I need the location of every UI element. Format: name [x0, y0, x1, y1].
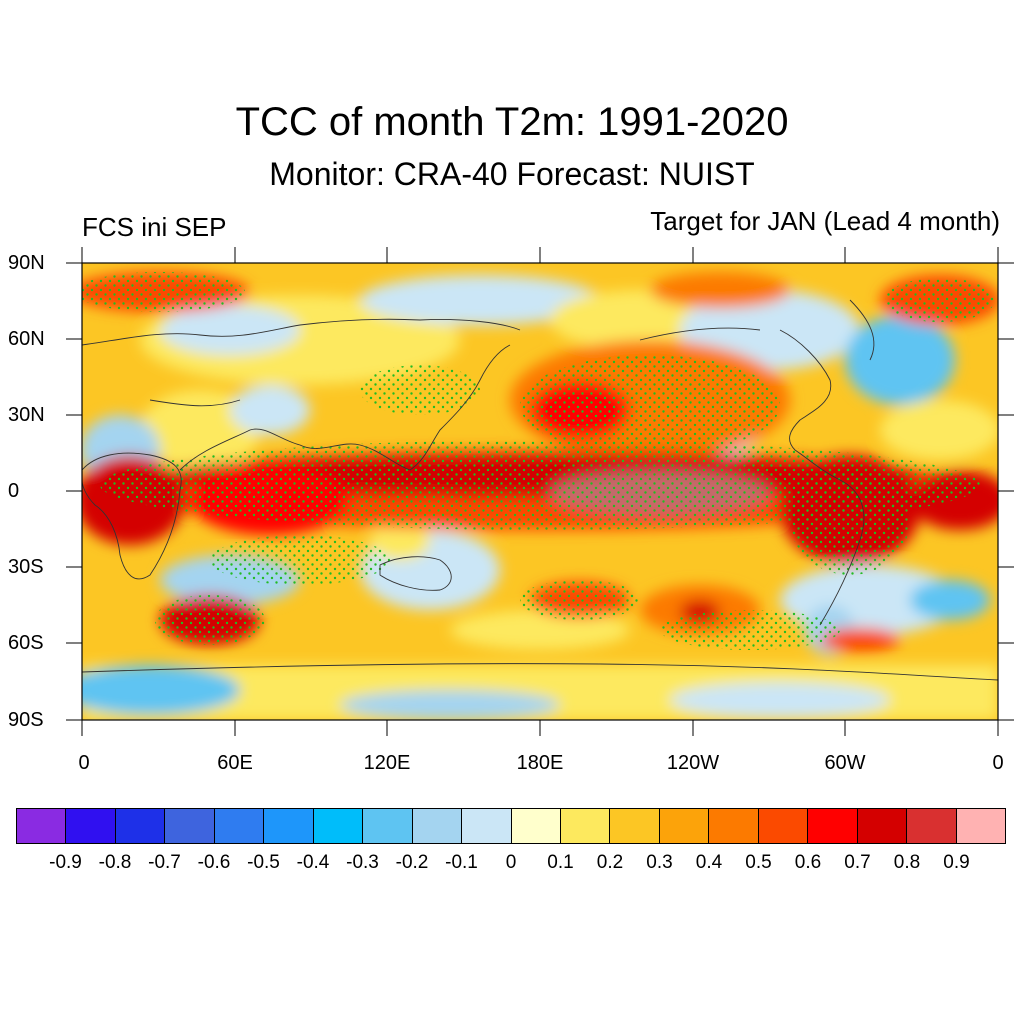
colorbar-label: 0.7: [844, 852, 871, 873]
correlation-map: [66, 247, 1014, 736]
colorbar-label: -0.5: [247, 852, 280, 873]
colorbar-swatch: [264, 809, 314, 843]
y-tick-label: 60S: [8, 632, 44, 654]
x-tick-label: 60W: [824, 752, 866, 774]
colorbar-swatch: [462, 809, 512, 843]
colorbar-label: -0.8: [98, 852, 132, 873]
colorbar-label: 0.8: [893, 852, 921, 873]
map-field: [82, 263, 998, 720]
colorbar-swatch: [857, 809, 908, 843]
y-tick-label: 60N: [8, 328, 45, 350]
colorbar-swatch: [363, 809, 413, 843]
significance-stipple: [82, 272, 995, 650]
colorbar-swatch: [165, 809, 215, 843]
y-tick-label: 30S: [8, 556, 44, 578]
y-tick-label: 30N: [8, 404, 45, 426]
chart-subtitle: Monitor: CRA-40 Forecast: NUIST: [269, 156, 755, 192]
colorbar-swatch: [709, 809, 759, 843]
colorbar-swatch: [214, 809, 265, 843]
colorbar-label: -0.4: [296, 852, 330, 873]
colorbar-swatch: [412, 809, 463, 843]
colorbar-swatch: [610, 809, 660, 843]
init-label: FCS ini SEP: [82, 212, 227, 242]
colorbar-swatch: [511, 809, 561, 843]
colorbar-label: 0.5: [745, 852, 772, 873]
x-tick-label: 120W: [666, 752, 720, 774]
colorbar-swatch: [17, 809, 67, 843]
colorbar-swatch: [808, 809, 858, 843]
colorbar-label: -0.7: [148, 852, 181, 873]
tick-marks: [66, 247, 1014, 736]
x-tick-label: 180E: [516, 752, 564, 774]
colorbar-label: 0.1: [547, 852, 574, 873]
colorbar-label: 0.6: [794, 852, 822, 873]
x-tick-label: 0: [992, 752, 1004, 774]
colorbar-label: 0.4: [695, 852, 723, 873]
colorbar-label: -0.2: [395, 852, 429, 873]
colorbar-swatch: [560, 809, 611, 843]
colorbar-swatch: [313, 809, 364, 843]
colorbar-label: -0.9: [49, 852, 82, 873]
colorbar-label: -0.1: [445, 852, 478, 873]
colorbar-swatch: [758, 809, 809, 843]
x-tick-label: 60E: [217, 752, 253, 774]
y-tick-label: 90S: [8, 709, 44, 731]
chart-title: TCC of month T2m: 1991-2020: [235, 100, 789, 144]
colorbar-label: 0.9: [943, 852, 970, 873]
x-tick-label: 0: [78, 752, 90, 774]
colorbar-swatch: [659, 809, 710, 843]
coastlines: [82, 299, 998, 681]
y-tick-label: 90N: [8, 252, 45, 274]
colorbar: [16, 808, 1006, 844]
x-tick-label: 120E: [363, 752, 411, 774]
colorbar-swatch: [115, 809, 166, 843]
colorbar-swatch: [956, 809, 1006, 843]
colorbar-label: -0.6: [197, 852, 231, 873]
colorbar-label: -0.3: [346, 852, 379, 873]
colorbar-swatch: [66, 809, 116, 843]
colorbar-label: 0.3: [646, 852, 673, 873]
target-label: Target for JAN (Lead 4 month): [650, 206, 1000, 236]
colorbar-label: 0: [505, 852, 517, 873]
y-tick-label: 0: [8, 480, 20, 502]
colorbar-swatch: [907, 809, 957, 843]
colorbar-label: 0.2: [596, 852, 624, 873]
